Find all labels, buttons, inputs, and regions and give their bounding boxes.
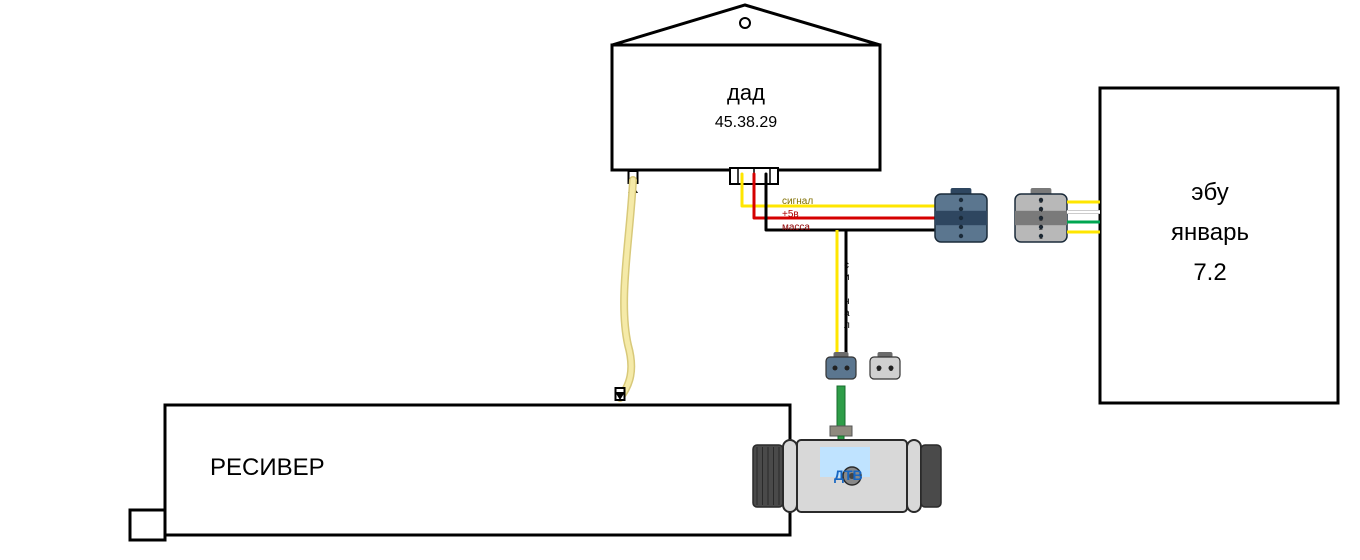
wire-dtv-signal-vlabel-char: г <box>844 284 848 295</box>
dtv-connector-right: 21 <box>870 352 900 379</box>
ecu-label-line-0: эбу <box>1191 179 1228 206</box>
dtv-connector-right-pin-label: 1 <box>889 366 893 373</box>
wire-dtv-signal-vlabel-char: с <box>844 260 849 271</box>
maf-connector-left <box>935 188 987 242</box>
maf-connector-right: 5 4 3 2 1 <box>1015 188 1067 242</box>
wire-dtv-signal-vlabel-char: и <box>844 272 850 283</box>
wire-ground-label: масса <box>782 222 810 233</box>
maf-connector-right-pin-label: 1 <box>1039 234 1043 241</box>
wire-dtv-signal-vlabel-char: л <box>844 320 850 331</box>
receiver-tail <box>130 510 165 540</box>
dtv-connector-left <box>826 352 856 379</box>
ecu-label-line-2: 7.2 <box>1193 259 1226 286</box>
ecu-label-line-1: январь <box>1171 219 1249 246</box>
dad-subtitle: 45.38.29 <box>715 114 777 131</box>
dtv-connector-right-pin-label: 2 <box>877 366 881 373</box>
wire-dtv-signal-vlabel-char: н <box>844 296 850 307</box>
wire-dtv-signal-vlabel-char: а <box>844 308 850 319</box>
maf-connector-right-pin-label: 2 <box>1039 225 1043 232</box>
dtv-label: ДТВ <box>834 467 863 483</box>
dad-title: дад <box>727 80 765 105</box>
hose <box>620 180 633 398</box>
maf-connector-right-pin-label: 4 <box>1039 207 1043 214</box>
maf-connector-right-pin-label: 3 <box>1039 216 1043 223</box>
receiver-label: РЕСИВЕР <box>210 454 325 481</box>
dad-box <box>612 45 880 170</box>
maf-connector-right-pin-label: 5 <box>1039 198 1043 205</box>
wire-power-label: +5в <box>782 209 799 220</box>
wire-signal-label: сигнал <box>782 196 813 207</box>
dad-roof-hole-icon <box>740 18 750 28</box>
